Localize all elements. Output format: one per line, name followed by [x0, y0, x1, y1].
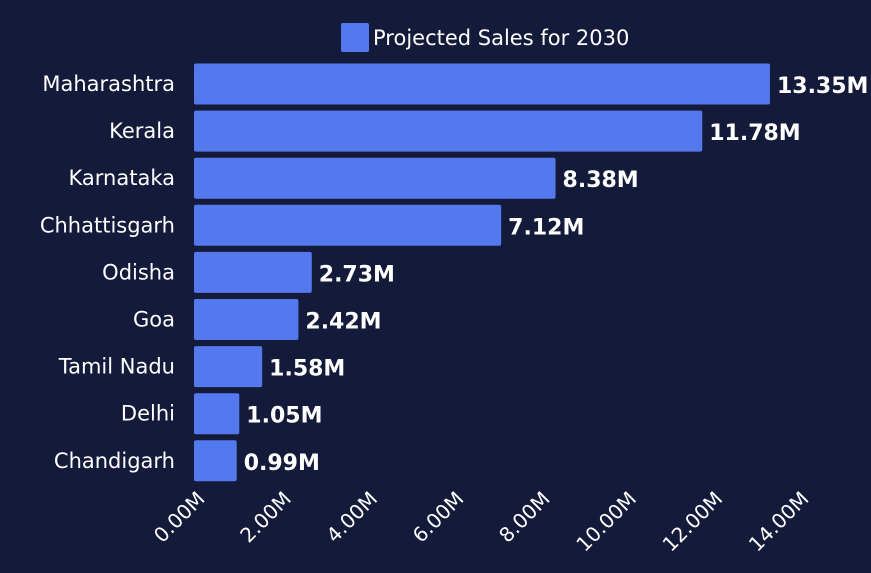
x-tick-label-4: 8.00M — [494, 487, 555, 548]
x-tick-label-3: 6.00M — [408, 487, 469, 548]
category-label-odisha: Odisha — [102, 260, 175, 284]
x-tick-label-1: 2.00M — [235, 487, 296, 548]
bars — [194, 63, 770, 482]
x-axis-ticks: 0.00M 2.00M 4.00M 6.00M 8.00M 10.00M 12.00M 14.… — [149, 487, 814, 557]
value-label-goa: 2.42M — [305, 310, 381, 335]
value-label-kerala: 11.78M — [709, 121, 800, 146]
category-label-karnataka: Karnataka — [69, 166, 175, 190]
category-label-maharashtra: Maharashtra — [42, 72, 175, 96]
bar-chandigarh — [194, 440, 237, 482]
bar-goa — [194, 299, 299, 340]
bar-chhattisgarh — [194, 204, 502, 246]
x-tick-label-0: 0.00M — [149, 487, 210, 548]
legend: Projected Sales for 2030 — [341, 23, 629, 52]
category-label-delhi: Delhi — [121, 402, 175, 426]
bar-delhi — [194, 393, 240, 435]
legend-swatch — [341, 23, 369, 52]
x-tick-label-5: 10.00M — [571, 487, 641, 557]
value-label-odisha: 2.73M — [319, 262, 395, 287]
bar-odisha — [194, 251, 312, 293]
bar-tamil-nadu — [194, 346, 263, 388]
category-label-chandigarh: Chandigarh — [54, 449, 175, 473]
value-label-delhi: 1.05M — [246, 404, 322, 429]
x-tick-label-2: 4.00M — [321, 487, 382, 548]
value-label-tamil-nadu: 1.58M — [269, 357, 345, 382]
value-label-chandigarh: 0.99M — [244, 451, 320, 476]
x-tick-label-6: 12.00M — [658, 487, 728, 557]
value-label-maharashtra: 13.35M — [777, 74, 868, 99]
bar-karnataka — [194, 157, 556, 199]
category-labels: Maharashtra Kerala Karnataka Chhattisgarh Od… — [40, 72, 175, 473]
category-label-kerala: Kerala — [109, 119, 175, 143]
legend-label: Projected Sales for 2030 — [373, 26, 629, 50]
category-label-chhattisgarh: Chhattisgarh — [40, 213, 175, 237]
value-label-chhattisgarh: 7.12M — [508, 215, 584, 240]
value-labels: 13.35M 11.78M 8.38M 7.12M 2.73M 2.42M 1.58M 1.0… — [244, 74, 869, 476]
value-label-karnataka: 8.38M — [563, 168, 639, 193]
bar-kerala — [194, 110, 703, 152]
x-tick-label-7: 14.00M — [744, 487, 814, 557]
category-label-tamil-nadu: Tamil Nadu — [58, 355, 175, 379]
category-label-goa: Goa — [133, 308, 175, 332]
bar-maharashtra — [194, 63, 770, 105]
